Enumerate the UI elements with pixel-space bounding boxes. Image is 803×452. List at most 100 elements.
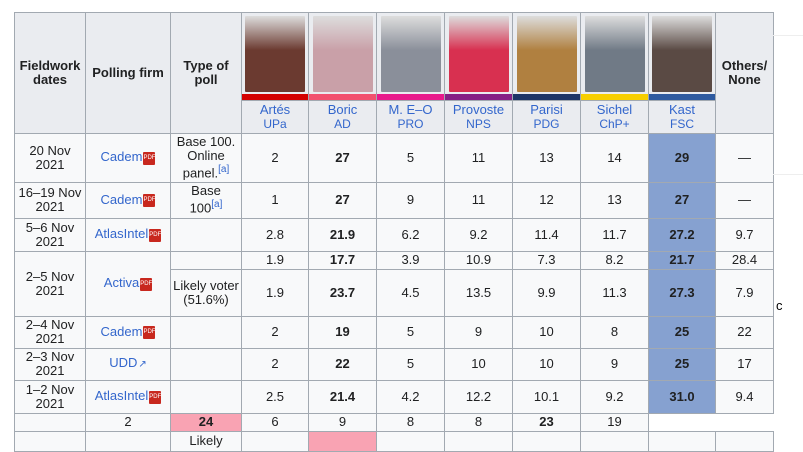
party-link[interactable]: PRO — [397, 116, 424, 131]
party-link[interactable]: PDG — [533, 116, 560, 131]
polling-firm-link[interactable]: Cadem — [100, 191, 143, 207]
candidate-value: 3.9 — [376, 250, 445, 270]
footnote-link[interactable]: [a] — [218, 163, 230, 175]
poll-type — [170, 379, 242, 414]
candidate-link[interactable]: M. E–O — [388, 101, 433, 117]
candidate-link[interactable]: Kast — [668, 101, 695, 117]
candidate-value: 2 — [241, 347, 309, 381]
candidate-value: 9 — [308, 412, 377, 432]
candidate-value: 11.3 — [580, 268, 649, 317]
candidate-value: 10 — [512, 347, 581, 381]
others-value: — — [715, 181, 774, 219]
candidate-value — [376, 430, 445, 452]
candidate-link[interactable]: Parisi — [530, 101, 563, 117]
candidate-value: 8 — [444, 412, 513, 432]
polling-firm-link[interactable]: Cadem — [100, 149, 143, 165]
candidate-value — [308, 430, 377, 452]
candidate-value: 4.5 — [376, 268, 445, 317]
candidate-photo[interactable] — [584, 16, 645, 93]
polling-firm-cell — [85, 430, 171, 452]
candidate-value: 29 — [648, 132, 716, 183]
candidate-value: 9.2 — [444, 217, 513, 252]
polling-firm-link[interactable]: Activa — [103, 275, 140, 291]
fieldwork-date — [14, 430, 86, 452]
party-link[interactable]: AD — [334, 116, 351, 131]
candidate-photo-cell — [444, 12, 513, 94]
candidate-header: Provoste NPS — [444, 99, 513, 134]
candidate-value: 19 — [308, 315, 377, 349]
candidate-value: 11 — [444, 181, 513, 219]
candidate-value: 1.9 — [241, 250, 309, 270]
candidate-value: 21.4 — [308, 379, 377, 414]
candidate-value: 17.7 — [308, 250, 377, 270]
polling-firm-link[interactable]: AtlasIntel — [94, 388, 149, 404]
candidate-value: 2 — [241, 315, 309, 349]
candidate-link[interactable]: Boric — [327, 101, 358, 117]
pdf-icon: PDF — [149, 228, 162, 242]
candidate-value: 10 — [444, 347, 513, 381]
party-link[interactable]: ChP+ — [599, 116, 630, 131]
polling-firm-cell: CademPDF — [85, 132, 171, 183]
candidate-value: 7.3 — [512, 250, 581, 270]
candidate-value — [241, 430, 309, 452]
candidate-value: 10 — [512, 315, 581, 349]
party-link[interactable]: FSC — [670, 116, 694, 131]
candidate-value: 2.8 — [241, 217, 309, 252]
candidate-value: 8 — [376, 412, 445, 432]
candidate-header: Boric AD — [308, 99, 377, 134]
candidate-value: 10.9 — [444, 250, 513, 270]
others-value: 9.7 — [715, 217, 774, 252]
others-value: 22 — [715, 315, 774, 349]
candidate-photo[interactable] — [380, 16, 441, 93]
party-link[interactable]: UPa — [263, 116, 287, 131]
table-row: Likely — [14, 430, 774, 452]
candidate-photo[interactable] — [245, 16, 305, 93]
candidate-value: 12.2 — [444, 379, 513, 414]
candidate-photo[interactable] — [312, 16, 373, 93]
external-link-icon: ↗ — [138, 359, 147, 370]
candidate-value — [512, 430, 581, 452]
candidate-photo[interactable] — [448, 16, 509, 93]
others-value: — — [715, 132, 774, 183]
candidate-value: 13.5 — [444, 268, 513, 317]
poll-type: Base 100. Online panel.[a] — [170, 132, 242, 183]
polling-firm-link[interactable]: AtlasIntel — [94, 226, 149, 242]
candidate-photo[interactable] — [516, 16, 577, 93]
candidate-value: 27 — [648, 181, 716, 219]
candidate-photo[interactable] — [652, 16, 712, 93]
candidate-header: Sichel ChP+ — [580, 99, 649, 134]
candidate-value: 11.7 — [580, 217, 649, 252]
party-link[interactable]: NPS — [466, 116, 491, 131]
candidate-value: 9 — [376, 181, 445, 219]
polling-firm-link[interactable]: UDD — [109, 355, 138, 370]
candidate-value: 27.3 — [648, 268, 716, 317]
candidate-photo-cell — [648, 12, 716, 94]
stray-text: c — [776, 298, 783, 313]
candidate-photo-cell — [512, 12, 581, 94]
candidate-value: 13 — [512, 132, 581, 183]
candidate-value: 22 — [308, 347, 377, 381]
table-row: 2–5 Nov 2021 ActivaPDF 1.9 17.7 3.9 10.9 7.3 8.… — [14, 250, 774, 317]
table-row: 2–4 Nov 2021 CademPDF 2 19 5 9 10 8 25 22 — [14, 315, 774, 349]
footnote-link[interactable]: [a] — [211, 199, 223, 211]
candidate-link[interactable]: Artés — [259, 101, 291, 117]
fieldwork-date: 20 Nov 2021 — [14, 132, 86, 183]
candidate-value: 23.7 — [308, 268, 377, 317]
fieldwork-date: 2–3 Nov 2021 — [14, 347, 86, 381]
candidate-header: Kast FSC — [648, 99, 716, 134]
candidate-value: 5 — [376, 315, 445, 349]
candidate-header: M. E–O PRO — [376, 99, 445, 134]
poll-type — [170, 217, 242, 252]
polling-firm-link[interactable]: Cadem — [100, 323, 143, 339]
candidate-link[interactable]: Sichel — [596, 101, 633, 117]
fieldwork-date: 1–2 Nov 2021 — [14, 379, 86, 414]
candidate-value: 2 — [241, 132, 309, 183]
header-others: Others/ None — [715, 12, 774, 134]
table-row: 5–6 Nov 2021 AtlasIntelPDF 2.8 21.9 6.2 9.2 11… — [14, 217, 774, 252]
candidate-value — [648, 430, 716, 452]
polling-firm-cell: ActivaPDF — [85, 250, 171, 317]
table-row: 16–19 Nov 2021 CademPDF Base 100[a] 1 27 9 11 1… — [14, 181, 774, 219]
candidate-value: 13 — [580, 181, 649, 219]
candidate-link[interactable]: Provoste — [452, 101, 505, 117]
polling-firm-cell: UDD↗ — [85, 347, 171, 381]
